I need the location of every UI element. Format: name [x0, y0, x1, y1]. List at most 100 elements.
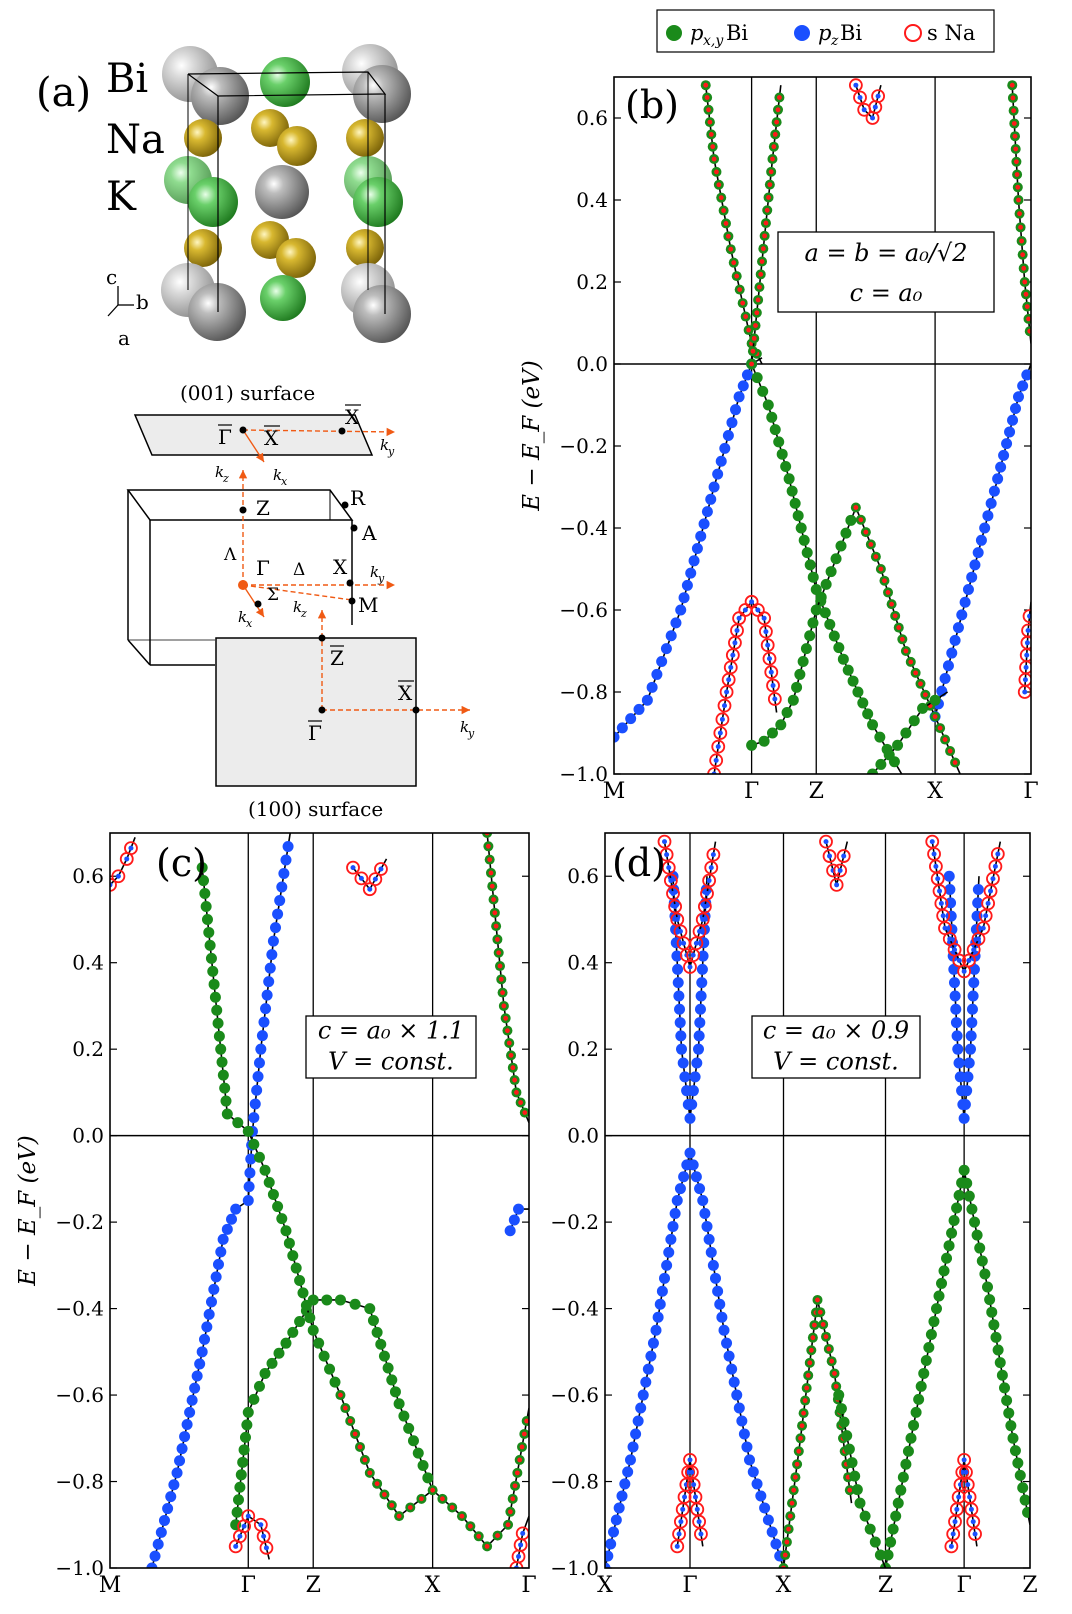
- band-point: [203, 1308, 215, 1320]
- band-point: [712, 1285, 724, 1297]
- band-point: [717, 698, 732, 713]
- panel-a-label: (a): [36, 70, 91, 116]
- band-point: [734, 273, 740, 279]
- band-point: [972, 547, 984, 559]
- band-point: [807, 617, 819, 629]
- band-point: [684, 1147, 696, 1159]
- band-point: [440, 1496, 445, 1502]
- band-point: [947, 936, 953, 942]
- band-point: [971, 947, 977, 953]
- band-point: [794, 668, 806, 680]
- band-point: [674, 1543, 680, 1549]
- band-point: [168, 1479, 180, 1491]
- band-point: [952, 622, 964, 634]
- band-point: [241, 1509, 256, 1524]
- band-point: [959, 596, 971, 608]
- band-point: [244, 1167, 256, 1179]
- bz-label-m: M: [358, 593, 378, 617]
- band-point: [817, 1309, 823, 1315]
- band-point: [740, 300, 746, 306]
- band-point: [324, 1363, 336, 1375]
- k-sub: y: [467, 727, 475, 740]
- band-point: [734, 628, 740, 633]
- band-point: [407, 1435, 419, 1447]
- bz-label-x: X: [333, 555, 348, 579]
- y-tick-label: 0.6: [72, 864, 104, 888]
- band-point: [449, 1505, 455, 1510]
- band-point: [210, 1271, 222, 1283]
- band-point: [959, 1099, 971, 1111]
- band-point: [386, 1374, 398, 1386]
- band-point: [723, 221, 729, 226]
- band-point: [808, 1347, 814, 1353]
- k-point-label: Z: [306, 1573, 321, 1598]
- band-point: [730, 652, 736, 658]
- band-point: [835, 1403, 847, 1415]
- band-point: [942, 737, 948, 742]
- band-point: [951, 1030, 963, 1042]
- atom-k: [260, 57, 310, 107]
- band-point: [294, 1316, 306, 1328]
- band-point: [663, 1246, 675, 1258]
- y-tick-label: 0.4: [567, 951, 599, 975]
- band-point: [378, 866, 384, 872]
- band-point: [819, 607, 831, 619]
- band-point: [1012, 133, 1018, 139]
- band-point: [216, 1056, 228, 1068]
- band-point: [801, 547, 813, 559]
- k-sub: x: [281, 475, 288, 488]
- band-point: [610, 1514, 622, 1526]
- band-point: [772, 696, 778, 702]
- band-point: [726, 417, 738, 429]
- band-point: [875, 93, 881, 99]
- band-point: [162, 1503, 174, 1515]
- band-point: [823, 839, 829, 845]
- band-point: [804, 630, 816, 642]
- band-point: [661, 860, 676, 875]
- k-point-label: Z: [809, 779, 824, 804]
- band-point: [283, 1237, 295, 1249]
- legend-label-pz-main: p: [818, 21, 831, 45]
- bz-label-r: R: [350, 486, 366, 510]
- band-point: [736, 615, 742, 621]
- band-point: [695, 530, 707, 542]
- band-point: [796, 1448, 802, 1454]
- band-point: [300, 1299, 312, 1311]
- band-point: [838, 1416, 850, 1428]
- band-point: [637, 1389, 649, 1401]
- band-point: [953, 1189, 965, 1201]
- atom-k: [260, 275, 306, 321]
- band-point: [823, 1334, 829, 1340]
- band-point: [726, 677, 732, 683]
- band-point: [372, 876, 378, 882]
- band-point: [189, 1382, 201, 1394]
- band-point: [242, 1195, 254, 1206]
- band-point: [775, 719, 787, 731]
- band-point: [759, 624, 773, 639]
- band-point: [715, 744, 721, 750]
- band-point: [219, 1082, 231, 1094]
- band-point: [253, 1057, 265, 1069]
- y-tick-label: −0.4: [550, 1297, 599, 1321]
- band-point: [191, 1370, 203, 1382]
- band-point: [728, 1376, 740, 1388]
- band-point: [352, 1431, 358, 1437]
- band-point: [733, 391, 745, 403]
- band-point: [287, 1326, 299, 1338]
- band-point: [965, 1482, 971, 1488]
- band-point: [1022, 279, 1028, 285]
- band-point: [491, 897, 496, 902]
- band-point: [944, 884, 956, 896]
- y-tick-label: −0.8: [55, 1470, 104, 1494]
- band-point: [680, 1506, 686, 1512]
- band-point: [998, 449, 1010, 461]
- band-point: [718, 1324, 730, 1336]
- band-point: [716, 1311, 728, 1323]
- band-point: [263, 1545, 269, 1551]
- band-point: [209, 991, 221, 1003]
- band-point: [706, 878, 712, 884]
- band-point: [350, 865, 356, 871]
- band-point: [710, 1272, 721, 1284]
- band-point: [936, 1277, 948, 1289]
- y-tick-label: 0.0: [567, 1124, 599, 1148]
